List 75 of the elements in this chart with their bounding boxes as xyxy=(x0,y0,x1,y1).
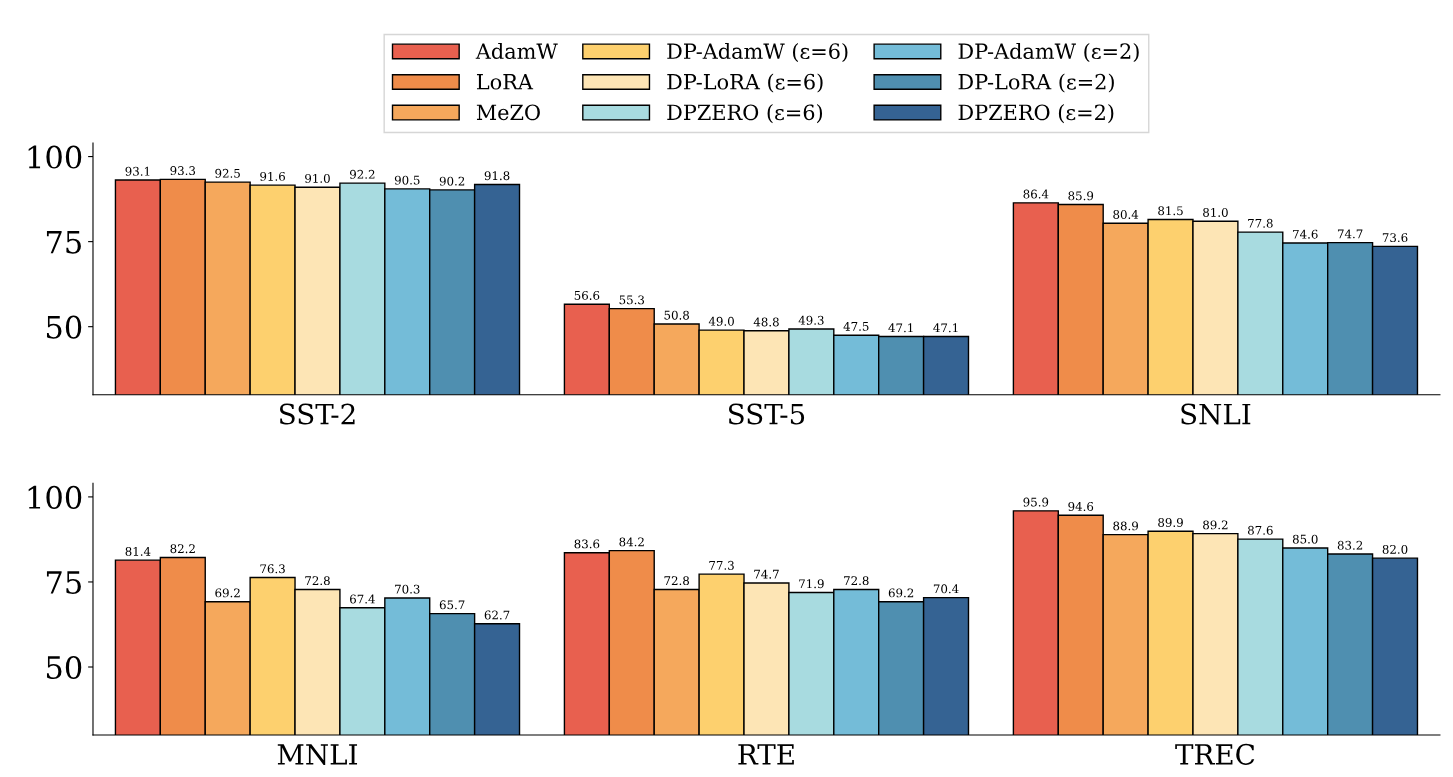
data-label: 72.8 xyxy=(305,576,330,586)
legend-label: AdamW xyxy=(475,42,558,60)
data-label: 83.2 xyxy=(1337,540,1363,550)
data-label: 69.2 xyxy=(888,588,914,598)
y-tick-label: 100 xyxy=(28,485,82,509)
data-label: 73.6 xyxy=(1382,233,1408,243)
data-label: 76.3 xyxy=(260,564,285,574)
data-label: 49.3 xyxy=(798,315,824,325)
data-label: 48.8 xyxy=(753,317,779,327)
data-label: 85.0 xyxy=(1292,534,1318,544)
data-label: 55.3 xyxy=(619,295,645,305)
data-label: 72.8 xyxy=(664,576,690,586)
legend-label: DP-LoRA (ε=2) xyxy=(958,73,1114,93)
data-label: 65.7 xyxy=(439,600,465,610)
data-label: 91.8 xyxy=(484,171,510,181)
legend-label: MeZO xyxy=(476,104,540,121)
data-label: 83.6 xyxy=(574,539,600,549)
data-label: 90.5 xyxy=(394,175,420,185)
data-label: 74.7 xyxy=(754,569,779,579)
data-label: 72.8 xyxy=(844,576,869,586)
data-label: 74.6 xyxy=(1293,229,1318,239)
x-tick-label: RTE xyxy=(738,744,794,765)
data-label: 70.3 xyxy=(395,584,420,594)
data-label: 84.2 xyxy=(619,537,644,547)
data-label: 82.2 xyxy=(170,544,195,554)
data-label: 69.2 xyxy=(215,588,240,598)
legend-label: DP-AdamW (ε=6) xyxy=(667,42,848,62)
y-tick-label: 50 xyxy=(46,655,82,680)
legend-label: DP-AdamW (ε=2) xyxy=(958,42,1139,62)
x-tick-label: TREC xyxy=(1175,743,1255,765)
data-label: 71.9 xyxy=(799,579,824,589)
y-tick-label: 100 xyxy=(28,145,82,169)
data-label: 50.8 xyxy=(664,310,690,320)
data-label: 88.9 xyxy=(1113,521,1138,531)
data-label: 81.5 xyxy=(1158,206,1183,216)
data-label: 47.1 xyxy=(888,323,913,333)
data-label: 81.4 xyxy=(125,546,151,556)
data-label: 70.4 xyxy=(933,584,959,594)
data-label: 95.9 xyxy=(1023,497,1049,507)
data-label: 47.1 xyxy=(933,323,958,333)
data-label: 92.5 xyxy=(215,168,240,178)
data-label: 56.6 xyxy=(574,290,600,300)
y-tick-label: 50 xyxy=(46,315,82,339)
y-tick-label: 75 xyxy=(46,571,81,594)
data-label: 82.0 xyxy=(1382,544,1408,554)
legend-label: LoRA xyxy=(476,74,534,90)
data-label: 81.0 xyxy=(1203,207,1228,217)
x-tick-label: SNLI xyxy=(1181,403,1251,425)
data-label: 87.6 xyxy=(1247,525,1273,535)
data-label: 47.5 xyxy=(843,321,869,331)
data-label: 89.2 xyxy=(1203,520,1228,530)
data-label: 89.9 xyxy=(1158,518,1183,527)
data-label: 74.7 xyxy=(1337,229,1363,239)
x-tick-label: SST-5 xyxy=(729,403,805,425)
legend-label: DPZERO (ε=2) xyxy=(958,104,1114,124)
data-label: 85.9 xyxy=(1068,191,1094,201)
data-label: 92.2 xyxy=(349,169,375,179)
data-label: 86.4 xyxy=(1023,189,1049,199)
legend-label: DP-LoRA (ε=6) xyxy=(667,73,823,93)
data-label: 49.0 xyxy=(708,316,734,326)
data-label: 67.4 xyxy=(350,594,375,604)
data-label: 77.3 xyxy=(709,560,734,570)
legend-label: DPZERO (ε=6) xyxy=(667,104,823,124)
data-label: 93.1 xyxy=(125,166,150,176)
data-label: 91.0 xyxy=(305,173,330,183)
x-tick-label: MNLI xyxy=(277,744,358,765)
data-label: 80.4 xyxy=(1113,210,1139,219)
data-label: 62.7 xyxy=(484,610,510,620)
data-label: 77.8 xyxy=(1248,218,1273,228)
data-label: 90.2 xyxy=(439,176,465,186)
data-label: 93.3 xyxy=(170,166,196,176)
x-tick-label: SST-2 xyxy=(280,403,355,425)
data-label: 91.6 xyxy=(260,171,285,181)
y-tick-label: 75 xyxy=(46,230,81,254)
data-label: 94.6 xyxy=(1068,502,1094,511)
